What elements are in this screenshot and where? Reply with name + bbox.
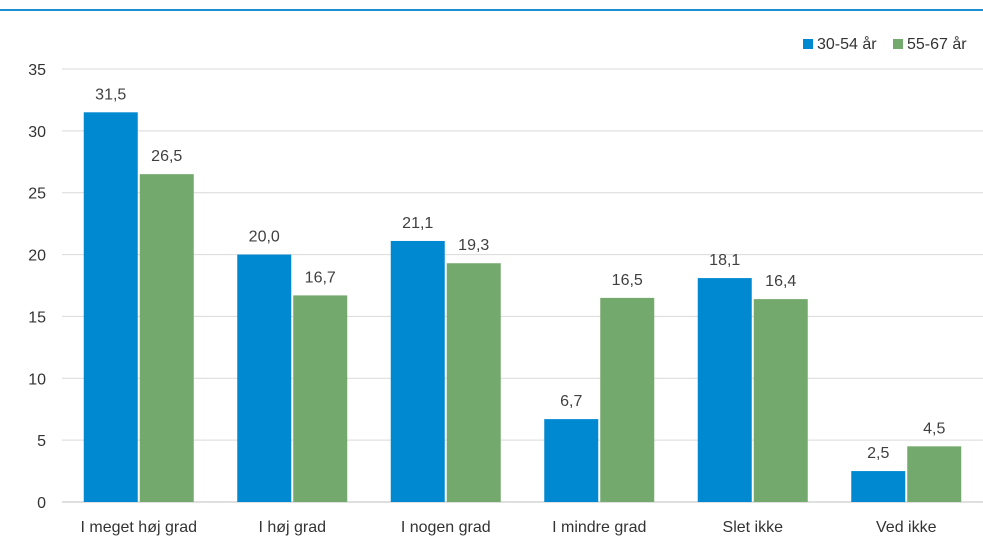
legend-swatch-1 (803, 39, 813, 49)
bar-1-6 (851, 471, 906, 502)
top-accent-rule (0, 9, 983, 11)
data-label-2-5: 16,4 (765, 273, 796, 290)
legend-swatch-2 (893, 39, 903, 49)
data-label-2-6: 4,5 (923, 420, 945, 437)
bar-1-2 (237, 254, 292, 502)
bar-2-5 (753, 299, 808, 502)
data-label-1-6: 2,5 (867, 445, 889, 462)
bar-2-3 (446, 263, 501, 502)
legend-label-2: 55-67 år (907, 35, 967, 53)
x-tick-label: I mindre grad (552, 519, 646, 536)
x-tick-label: I høj grad (258, 519, 326, 536)
y-tick-label: 30 (28, 124, 46, 141)
y-tick-label: 25 (28, 186, 46, 203)
legend-label-1: 30-54 år (817, 35, 877, 53)
data-label-2-2: 16,7 (305, 269, 336, 286)
bar-2-4 (600, 297, 655, 502)
bar-1-3 (390, 240, 445, 502)
y-tick-label: 35 (28, 62, 46, 79)
bar-2-2 (293, 295, 348, 502)
data-label-2-1: 26,5 (151, 148, 182, 165)
y-tick-label: 0 (37, 495, 46, 512)
legend: 30-54 år 55-67 år (803, 35, 967, 53)
gridlines (62, 68, 983, 503)
data-label-2-4: 16,5 (612, 272, 643, 289)
y-tick-label: 5 (37, 433, 46, 450)
y-tick-label: 10 (28, 371, 46, 388)
bars (83, 112, 962, 503)
data-label-2-3: 19,3 (458, 237, 489, 254)
data-labels: 31,5 26,5 20,0 16,7 21,1 19,3 6,7 16,5 18,1 16,4 2… (95, 86, 945, 462)
y-axis-ticks: 0 5 10 15 20 25 30 35 (28, 62, 46, 512)
data-label-1-3: 21,1 (402, 215, 433, 232)
x-tick-label: I nogen grad (401, 519, 491, 536)
y-tick-label: 15 (28, 309, 46, 326)
bar-1-4 (544, 419, 599, 502)
x-tick-label: Ved ikke (876, 519, 937, 536)
x-axis-ticks: I meget høj grad I høj grad I nogen grad I … (81, 519, 937, 536)
bar-1-5 (697, 278, 752, 502)
bar-2-1 (139, 174, 194, 502)
x-tick-label: I meget høj grad (81, 519, 198, 536)
bar-1-1 (83, 112, 138, 503)
y-tick-label: 20 (28, 248, 46, 265)
data-label-1-4: 6,7 (560, 393, 582, 410)
data-label-1-1: 31,5 (95, 86, 126, 103)
x-tick-label: Slet ikke (723, 519, 784, 536)
data-label-1-2: 20,0 (249, 229, 280, 246)
data-label-1-5: 18,1 (709, 252, 740, 269)
bar-2-6 (907, 446, 962, 502)
